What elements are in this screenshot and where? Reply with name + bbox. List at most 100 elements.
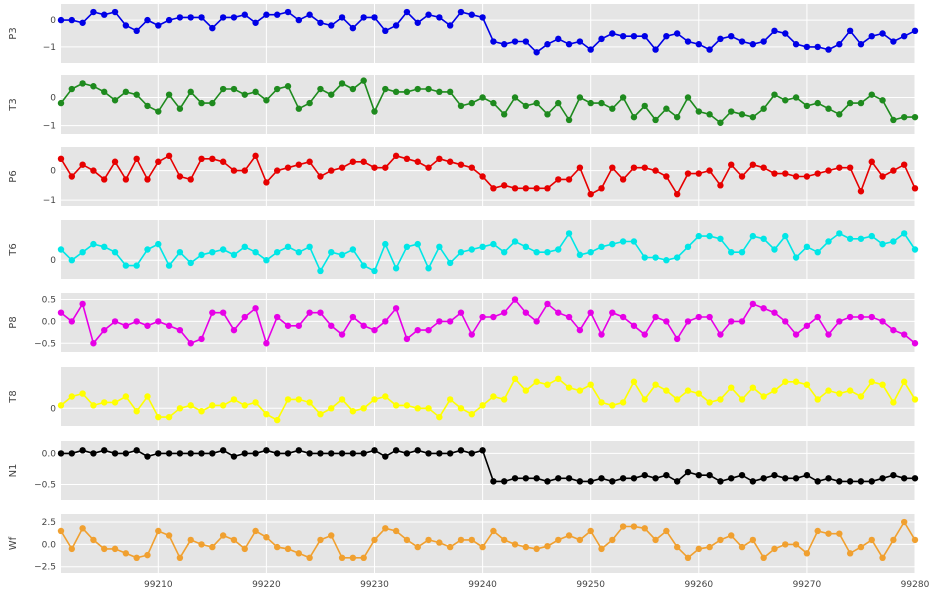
data-point [641,102,648,110]
data-point [122,22,130,29]
data-point [219,14,227,21]
data-point [630,238,638,245]
data-point [68,450,76,457]
data-point [187,450,194,457]
data-point [771,309,778,316]
data-point [609,402,616,409]
data-point [890,238,897,245]
data-point [295,396,303,403]
data-point [436,243,443,251]
data-point [695,545,702,553]
data-point [684,387,692,394]
data-point [565,532,573,539]
y-tick-label: 0.0 [42,540,57,550]
data-point [101,399,108,406]
data-point [198,251,205,259]
data-point [425,450,432,457]
data-point [306,399,313,406]
y-tick-label: 0.5 [42,296,56,306]
data-point [101,176,108,183]
x-tick-label: 99280 [901,580,930,590]
data-point [717,331,724,338]
data-point [695,313,702,321]
data-point [317,411,324,418]
data-point [587,527,594,535]
data-point [511,541,519,548]
data-point [857,235,865,242]
data-point [187,402,194,409]
data-point [673,478,681,485]
y-tick-label: 0.0 [42,317,57,327]
data-point [68,173,76,180]
data-point [122,88,130,96]
data-point [814,43,821,51]
panel-p8: 0.5 0.0 −0.5 P8 [8,293,919,352]
data-point [684,38,692,45]
data-point [684,554,692,562]
data-point [728,384,735,391]
data-point [749,384,757,391]
data-point [673,335,681,343]
data-point [306,243,313,251]
data-point [501,248,508,256]
data-point [90,450,97,457]
data-point [155,450,162,457]
data-point [868,232,875,240]
data-point [360,77,367,84]
y-tick-label: −1 [43,122,56,132]
data-point [706,313,713,321]
data-point [111,8,119,16]
data-point [176,554,184,562]
y-axis-label: T6 [8,243,19,256]
data-point [695,170,702,177]
panel-background [61,367,915,426]
data-point [738,173,746,180]
data-point [911,396,919,403]
y-tick-label: −0.5 [34,339,56,349]
data-point [306,309,313,316]
data-point [555,309,562,316]
y-tick-label: 0.0 [42,449,57,459]
data-point [598,185,605,192]
data-point [760,105,767,112]
data-point [122,393,130,400]
data-point [111,248,119,256]
data-point [252,399,259,406]
data-point [328,22,335,29]
data-point [490,478,497,485]
data-point [306,158,313,165]
data-point [68,85,76,93]
data-point [868,478,875,485]
data-point [187,176,194,183]
data-point [879,381,886,388]
data-point [609,536,616,544]
data-point [219,402,227,409]
data-point [360,14,367,21]
data-point [555,246,562,253]
data-point [609,105,616,112]
data-point [241,11,248,18]
data-point [111,545,119,553]
data-point [695,41,702,48]
data-point [446,318,454,325]
data-point [511,475,519,482]
data-point [274,543,281,551]
data-point [792,254,800,261]
data-point [900,331,908,338]
data-point [782,30,789,37]
data-point [490,38,497,45]
data-point [468,331,475,338]
data-point [328,167,335,174]
data-point [230,14,238,21]
data-point [565,313,573,321]
data-point [209,450,216,457]
data-point [241,243,248,251]
data-point [695,471,702,479]
data-point [684,243,692,251]
data-point [155,240,162,248]
data-point [317,450,324,457]
data-point [349,313,357,321]
data-point [490,240,497,248]
data-point [501,111,508,118]
data-point [684,318,692,325]
